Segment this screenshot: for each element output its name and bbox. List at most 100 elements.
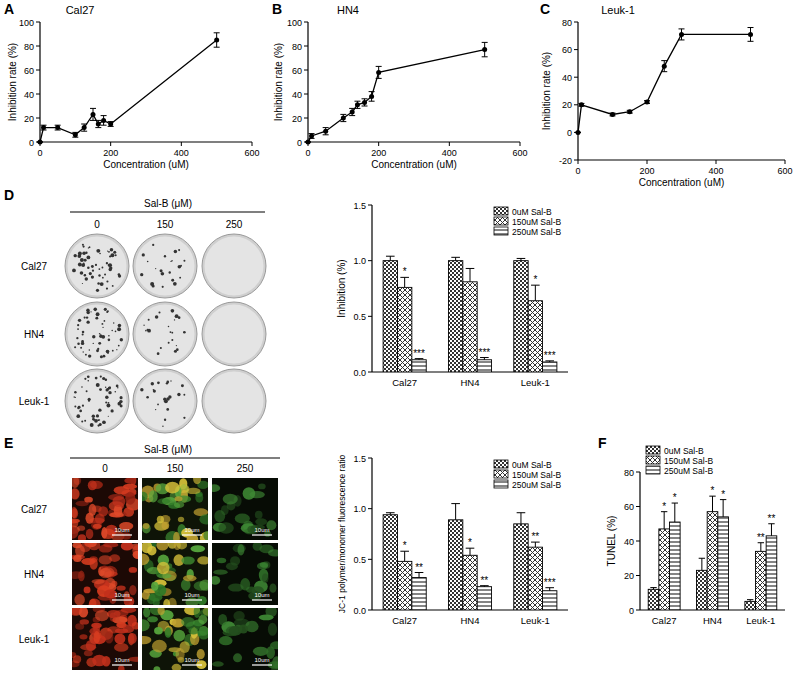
plate-rim	[202, 302, 266, 366]
colony-dot	[85, 354, 87, 356]
error-cap	[81, 124, 87, 125]
error-cap	[451, 503, 460, 504]
error-stem	[701, 558, 702, 570]
bar	[648, 589, 659, 610]
scale-bar-label: 10um	[114, 527, 129, 533]
cell-blob	[72, 488, 80, 499]
x-axis-label: Concentration (uM)	[103, 159, 189, 170]
y-tick-label: 80	[562, 18, 572, 28]
scale-bar	[252, 599, 272, 600]
significance-mark: *	[673, 492, 677, 503]
colony-dot	[102, 267, 104, 269]
cell-blob	[165, 627, 172, 638]
colony-plate	[202, 369, 266, 433]
colony-dot	[171, 279, 174, 282]
cell-blob	[117, 585, 126, 590]
error-bar	[451, 257, 460, 260]
data-point	[482, 47, 487, 52]
significance-mark: *	[403, 266, 407, 277]
plate-surface	[136, 305, 195, 364]
colony-dot	[74, 391, 77, 394]
significance-mark: **	[531, 531, 539, 542]
error-bar	[55, 125, 61, 130]
error-cap	[661, 60, 667, 61]
cell-blob	[163, 599, 170, 605]
row-label: Leuk-1	[19, 396, 50, 407]
colony-dot	[96, 249, 100, 253]
colony-dot	[161, 272, 165, 276]
plot-area	[383, 256, 557, 372]
image-background	[142, 543, 208, 605]
cell-blob	[194, 608, 201, 618]
bar	[528, 547, 542, 610]
cell-blob	[129, 567, 137, 573]
error-cap	[466, 268, 475, 269]
data-line	[578, 34, 751, 132]
x-tick	[252, 142, 253, 146]
colony-plate	[133, 302, 197, 366]
colony-dot	[85, 277, 88, 280]
error-stem	[760, 543, 761, 552]
scale-bar	[252, 534, 272, 535]
error-stem	[419, 573, 420, 578]
plot-area	[305, 42, 488, 144]
colony-dot	[106, 350, 110, 354]
y-tick	[36, 94, 40, 95]
error-stem	[664, 512, 665, 529]
data-point	[627, 109, 632, 114]
y-tick	[574, 49, 578, 50]
colony-dot	[98, 342, 101, 345]
colony-dot	[113, 251, 116, 254]
cell-blob	[142, 636, 151, 644]
cell-blob	[259, 614, 274, 620]
bar	[412, 578, 426, 610]
colony-dot	[166, 408, 169, 411]
colony-dot	[87, 375, 90, 378]
y-tick-label: 100	[19, 18, 34, 28]
y-axis	[371, 205, 372, 372]
error-stem	[470, 268, 471, 281]
x-tick	[785, 160, 786, 164]
legend-swatch	[494, 207, 508, 215]
colony-dot	[93, 343, 94, 344]
colony-dot	[92, 335, 95, 338]
cell-blob	[253, 647, 268, 656]
y-tick-label: 80	[24, 42, 34, 52]
cell-blob	[121, 543, 133, 550]
colony-dot	[107, 250, 108, 251]
colony-dot	[74, 346, 76, 348]
cell-blob	[240, 578, 250, 590]
micrograph	[72, 478, 138, 540]
data-point	[355, 102, 360, 107]
colony-dot	[84, 259, 87, 262]
colony-dot	[86, 309, 89, 312]
x-tick-label: 400	[174, 148, 189, 158]
cell-blob	[107, 610, 121, 618]
y-tick-label: 20	[292, 114, 302, 124]
error-stem	[535, 285, 536, 301]
y-tick	[574, 77, 578, 78]
scale-bar-label: 10um	[114, 592, 129, 598]
colony-dot	[100, 282, 104, 286]
error-cap	[661, 71, 667, 72]
colony-dot	[96, 289, 99, 292]
micrograph	[72, 543, 138, 605]
data-line	[308, 50, 485, 142]
colony-plate	[65, 302, 129, 366]
bar	[543, 591, 557, 610]
error-cap	[323, 127, 329, 128]
error-cap	[699, 558, 705, 559]
cell-blob	[197, 556, 208, 564]
colony-dot	[105, 386, 106, 387]
cell-blob	[85, 513, 93, 524]
line-chart: 0204060801000200400600Inhibition rate (%…	[7, 4, 260, 170]
colony-dot	[95, 264, 97, 266]
error-cap	[101, 125, 107, 126]
colony-dot	[89, 272, 92, 275]
legend-label: 150uM Sal-B	[512, 217, 561, 227]
plate-rim	[133, 302, 197, 366]
y-tick	[636, 541, 640, 542]
dose-label: 150	[167, 463, 184, 474]
colony-dot	[171, 339, 173, 341]
colony-dot	[153, 389, 154, 390]
